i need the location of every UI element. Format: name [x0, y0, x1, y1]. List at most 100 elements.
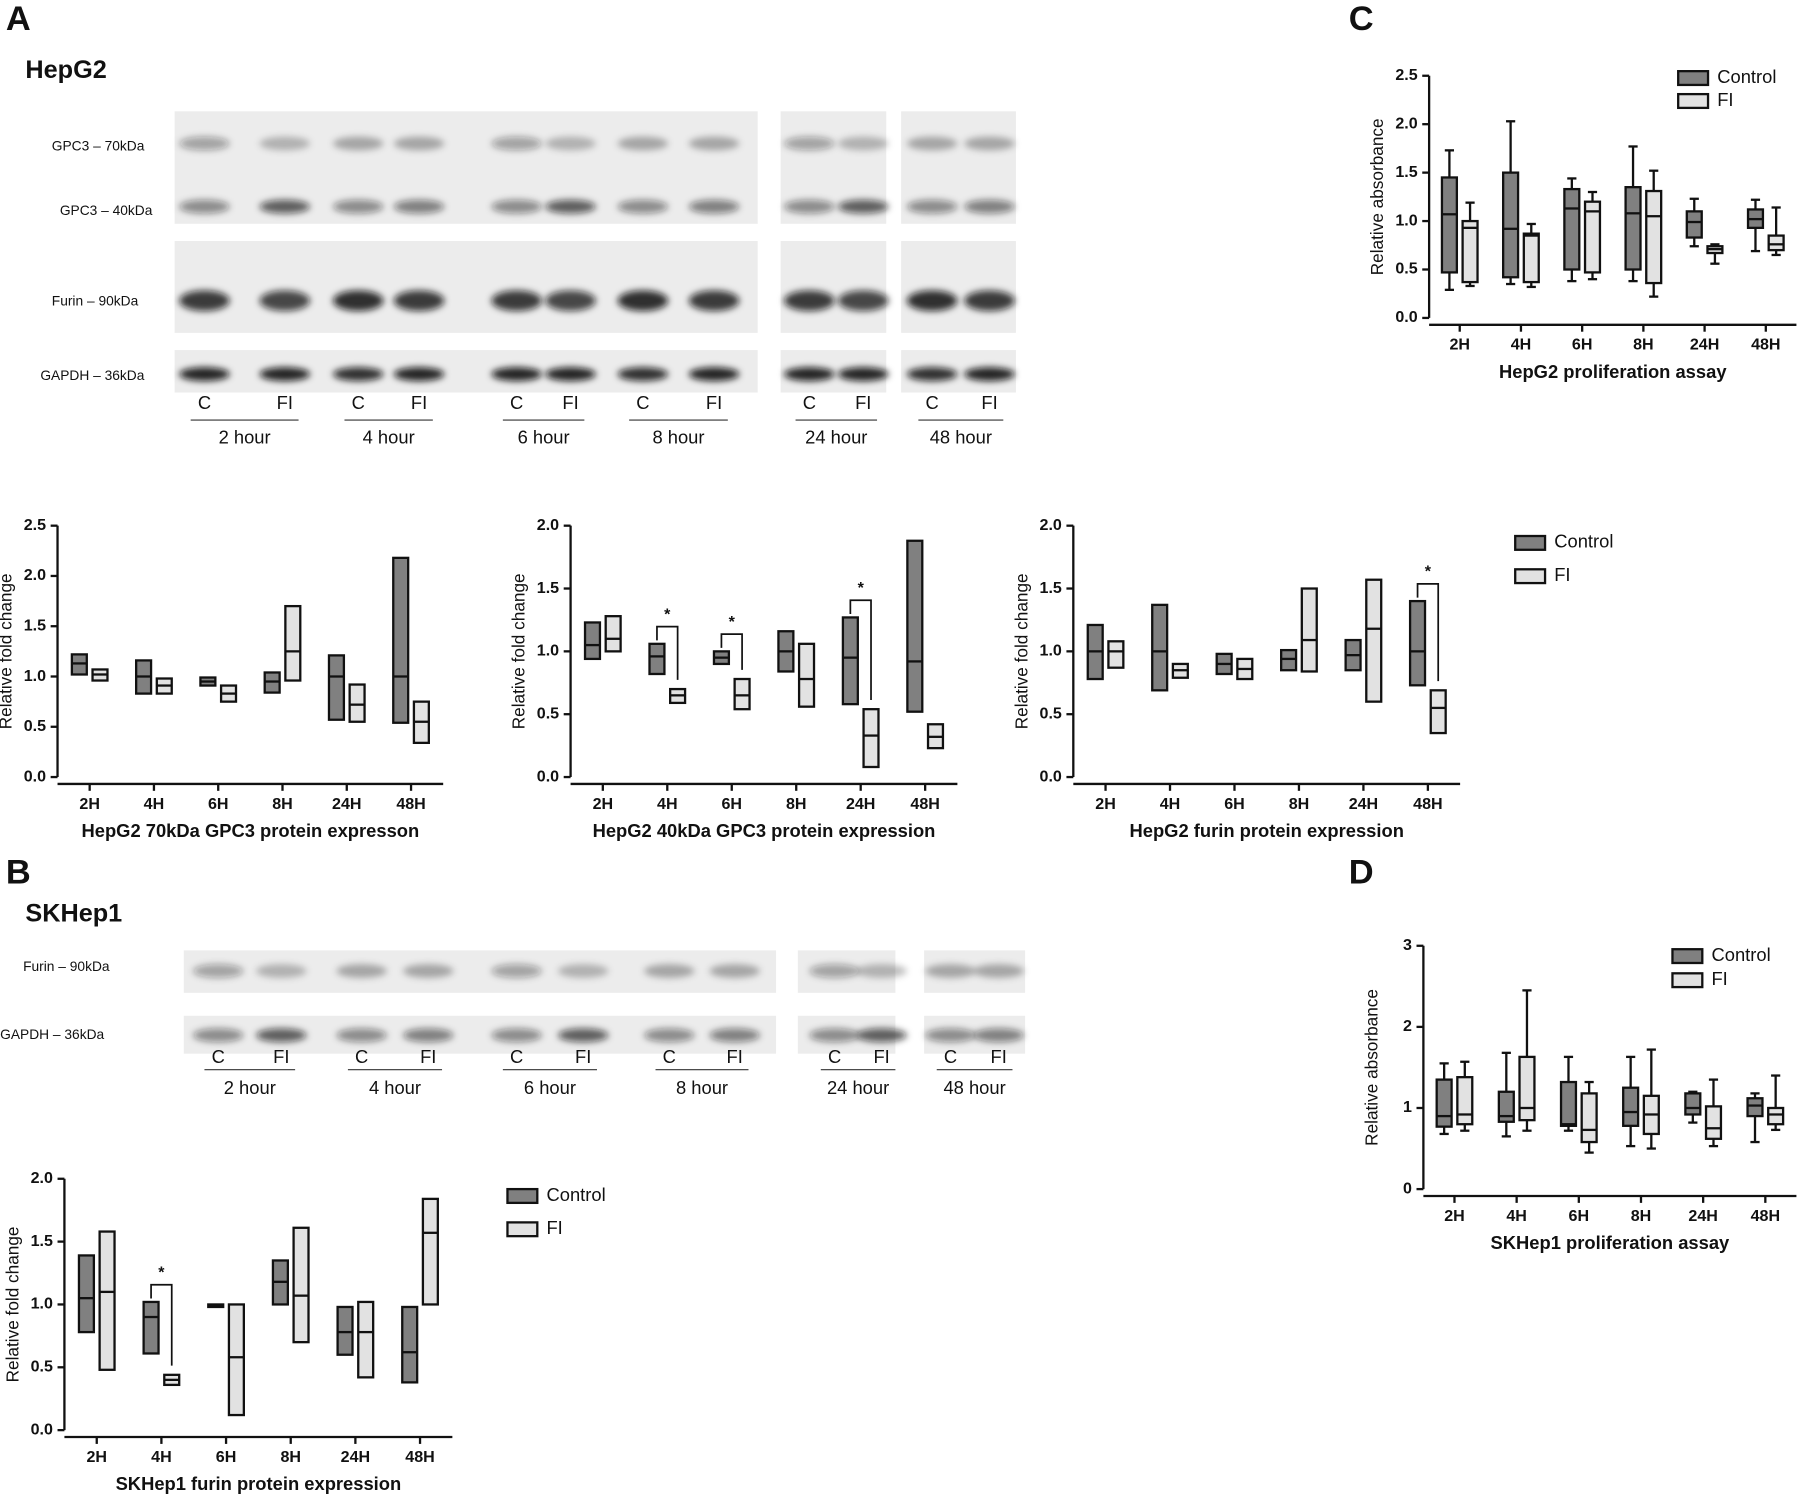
- blot-band: [491, 964, 542, 978]
- blot-row-label: GPC3 – 40kDa: [60, 203, 153, 218]
- lane-label: C: [198, 392, 211, 413]
- x-tick-label: 6H: [1224, 795, 1245, 813]
- x-tick-label: 48H: [405, 1448, 434, 1466]
- blot-band: [688, 199, 740, 214]
- box: [1580, 1092, 1598, 1144]
- x-tick-label: 24H: [1690, 336, 1719, 354]
- blot-band: [784, 199, 835, 214]
- box: [1502, 171, 1520, 279]
- legend-label: Control: [546, 1184, 605, 1205]
- blot-band: [856, 1028, 907, 1043]
- blot-band: [259, 367, 311, 382]
- legend-label: FI: [546, 1217, 562, 1238]
- y-tick-label: 1.0: [537, 642, 559, 660]
- blot-band: [838, 367, 889, 382]
- box: [1685, 210, 1703, 239]
- y-tick-label: 0.0: [24, 767, 46, 785]
- bar: [1429, 689, 1447, 735]
- y-tick-label: 1.0: [31, 1295, 53, 1313]
- blot-band: [557, 1028, 609, 1043]
- blot-band: [644, 964, 695, 978]
- box: [1518, 1055, 1536, 1122]
- bar: [142, 1300, 160, 1355]
- bar: [841, 616, 859, 706]
- lane-label: C: [510, 1046, 523, 1067]
- y-axis-title: Relative fold change: [1011, 573, 1031, 729]
- bar: [583, 621, 602, 661]
- y-tick-label: 1.0: [24, 667, 46, 685]
- box: [1767, 1106, 1785, 1126]
- blot-band: [393, 367, 445, 382]
- lane-label: FI: [706, 392, 722, 413]
- lane-label: FI: [277, 392, 293, 413]
- box: [1559, 1080, 1578, 1127]
- cell-line: SKHep1: [25, 899, 122, 927]
- bar: [1107, 640, 1125, 669]
- cell-line: HepG2: [25, 56, 106, 84]
- blot-row-label: GPC3 – 70kDa: [52, 139, 145, 154]
- panel-label: B: [6, 854, 31, 892]
- blot-band: [838, 199, 889, 214]
- x-tick-label: 6H: [208, 795, 229, 813]
- blot-row-label: Furin – 90kDa: [23, 959, 110, 974]
- blot-band: [403, 964, 454, 978]
- blot-band: [838, 290, 889, 312]
- x-tick-label: 8H: [1631, 1207, 1652, 1225]
- x-tick-label: 8H: [280, 1448, 301, 1466]
- legend-label: Control: [1711, 944, 1770, 965]
- lane-label: FI: [273, 1046, 289, 1067]
- y-axis-title: Relative absorbance: [1361, 989, 1381, 1146]
- x-tick-label: 24H: [1349, 795, 1378, 813]
- blot-band: [545, 199, 596, 214]
- blot-band: [838, 136, 889, 151]
- bar: [1365, 578, 1383, 703]
- blot-band: [617, 136, 669, 151]
- x-tick-label: 2H: [1095, 795, 1116, 813]
- y-tick-label: 1: [1403, 1098, 1412, 1116]
- y-tick-label: 0.5: [24, 717, 46, 735]
- blot-band: [784, 367, 835, 382]
- panel-label: D: [1349, 854, 1374, 892]
- bar: [648, 642, 666, 676]
- blot-band: [925, 1028, 976, 1043]
- blot-row-label: Furin – 90kDa: [52, 294, 139, 309]
- significance-label: *: [1425, 563, 1432, 581]
- legend-swatch: [1514, 534, 1547, 551]
- bar: [906, 539, 924, 713]
- x-tick-label: 48H: [1751, 336, 1780, 354]
- box: [1461, 219, 1479, 284]
- bar: [1300, 587, 1318, 673]
- time-label: 2 hour: [224, 1077, 276, 1098]
- blot-band: [192, 964, 244, 978]
- time-label: 4 hour: [363, 426, 415, 447]
- x-tick-label: 2H: [593, 795, 614, 813]
- x-axis-title: HepG2 proliferation assay: [1499, 361, 1727, 382]
- time-label: 2 hour: [219, 426, 271, 447]
- blot-band: [491, 290, 542, 312]
- blot-band: [688, 290, 740, 312]
- lane-label: C: [803, 392, 816, 413]
- blot-band: [973, 1028, 1024, 1043]
- x-axis-title: SKHep1 proliferation assay: [1491, 1232, 1731, 1253]
- bar: [327, 654, 346, 721]
- y-tick-label: 0.0: [31, 1420, 53, 1438]
- blot-row-label: GAPDH – 36kDa: [0, 1027, 104, 1042]
- y-tick-label: 3: [1403, 936, 1412, 954]
- lane-label: C: [944, 1046, 957, 1067]
- lane-label: FI: [420, 1046, 436, 1067]
- blot-band: [964, 290, 1015, 312]
- blot-band: [688, 367, 740, 382]
- legend-swatch: [1677, 70, 1710, 87]
- y-tick-label: 0.5: [1395, 260, 1417, 278]
- y-tick-label: 2.0: [24, 566, 46, 584]
- x-tick-label: 6H: [1572, 336, 1593, 354]
- bar: [1151, 603, 1169, 692]
- blot-band: [332, 136, 384, 151]
- blot-band: [332, 199, 384, 214]
- x-tick-label: 24H: [332, 795, 361, 813]
- blot-band: [545, 136, 596, 151]
- panel-label: A: [6, 0, 31, 38]
- x-tick-label: 6H: [216, 1448, 237, 1466]
- blot-band: [179, 367, 230, 382]
